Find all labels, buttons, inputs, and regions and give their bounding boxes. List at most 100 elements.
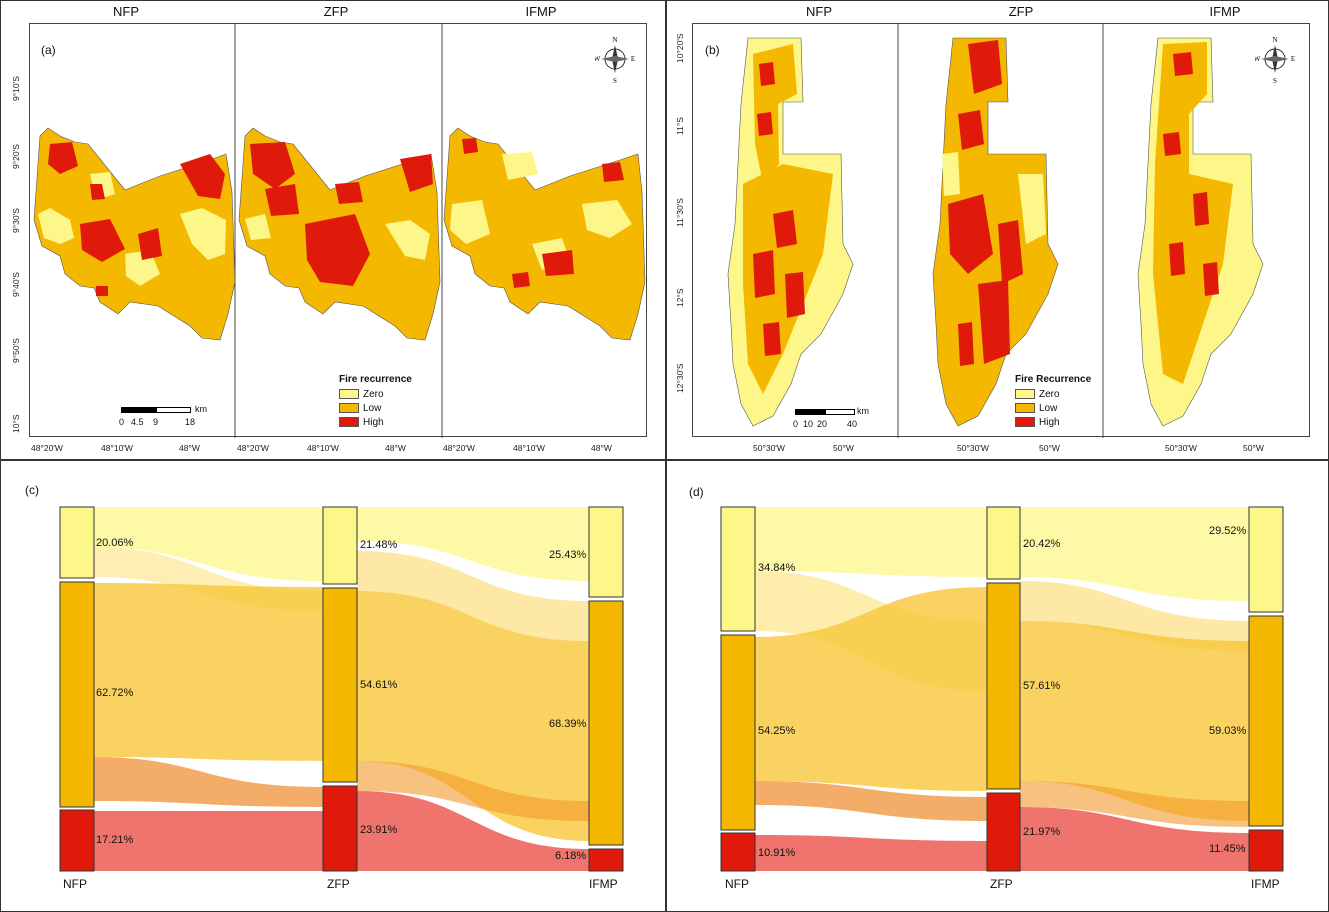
map-a-svg bbox=[33, 24, 646, 438]
sankey-c-ifmp-low: 68.39% bbox=[549, 718, 587, 730]
sankey-c-nfp-low: 62.72% bbox=[96, 687, 134, 699]
map-b-lat-tick: 12°30'S bbox=[675, 363, 685, 393]
scale-tick: 0 bbox=[119, 417, 125, 427]
map-a-lon-tick: 48°W bbox=[385, 443, 406, 453]
map-a-lon-tick: 48°10'W bbox=[513, 443, 545, 453]
legend-item-high: High bbox=[363, 416, 384, 428]
sankey-c-zfp-zero-node bbox=[322, 506, 358, 585]
compass-rose-icon: N S E W bbox=[1255, 36, 1295, 85]
sankey-d-nfp-high: 10.91% bbox=[758, 847, 796, 859]
sankey-c-nfp-low-node bbox=[59, 581, 95, 808]
compass-w: W bbox=[595, 55, 601, 63]
map-a-lon-tick: 48°20'W bbox=[443, 443, 475, 453]
scale-unit: km bbox=[195, 404, 207, 414]
sankey-c-node-ifmp: IFMP bbox=[589, 877, 618, 891]
map-b-title-nfp: NFP bbox=[806, 4, 832, 19]
sankey-d-nfp-high-node bbox=[720, 832, 756, 872]
sankey-d-node-ifmp: IFMP bbox=[1251, 877, 1280, 891]
map-b-nfp-region bbox=[727, 37, 854, 427]
map-b-panel-label: (b) bbox=[705, 43, 720, 57]
map-b-legend: Fire Recurrence Zero Low High bbox=[1015, 374, 1091, 429]
sankey-d-zfp-high: 21.97% bbox=[1023, 826, 1061, 838]
sankey-c-ifmp-zero-node bbox=[588, 506, 624, 598]
map-a-lon-tick: 48°10'W bbox=[307, 443, 339, 453]
sankey-c-nfp-high: 17.21% bbox=[96, 834, 134, 846]
sankey-c-zfp-zero: 21.48% bbox=[360, 539, 398, 551]
map-b-svg bbox=[727, 24, 1264, 438]
sankey-panel-c: (c) 20.06% 62.72% 17.21% 21.48% 54.61% 2… bbox=[0, 460, 666, 912]
map-a-ifmp-region bbox=[443, 127, 646, 341]
map-a-panel-label: (a) bbox=[41, 43, 56, 57]
map-a-lat-tick: 9°10'S bbox=[11, 76, 21, 101]
map-b-title-ifmp: IFMP bbox=[1209, 4, 1241, 19]
sankey-c-ifmp-high: 6.18% bbox=[555, 850, 587, 862]
map-a-nfp-region bbox=[33, 127, 236, 341]
sankey-d-node-nfp: NFP bbox=[725, 877, 749, 891]
sankey-c-nfp-zero-node bbox=[59, 506, 95, 579]
scale-tick: 40 bbox=[847, 419, 858, 429]
scale-tick: 0 bbox=[793, 419, 799, 429]
map-b-lon-tick: 50°30'W bbox=[957, 443, 989, 453]
map-b-lon-tick: 50°W bbox=[1243, 443, 1264, 453]
map-a-lon-tick: 48°10'W bbox=[101, 443, 133, 453]
map-a-frame bbox=[29, 23, 647, 438]
map-b-lon-tick: 50°W bbox=[833, 443, 854, 453]
sankey-c-nfp-high-node bbox=[59, 809, 95, 872]
compass-e: E bbox=[1291, 55, 1295, 63]
compass-w: W bbox=[1255, 55, 1261, 63]
compass-n: N bbox=[612, 36, 617, 44]
sankey-c-zfp-low-node bbox=[322, 587, 358, 783]
sankey-d-zfp-low-node bbox=[986, 582, 1021, 790]
map-a-legend: Fire recurrence Zero Low High bbox=[339, 374, 412, 429]
compass-e: E bbox=[631, 55, 635, 63]
sankey-d-nfp-low-node bbox=[720, 634, 756, 831]
sankey-d-panel-label: (d) bbox=[689, 485, 704, 499]
sankey-d-nfp-low: 54.25% bbox=[758, 725, 796, 737]
compass-s: S bbox=[613, 77, 617, 85]
map-a-lat-tick: 9°30'S bbox=[11, 208, 21, 233]
sankey-c-ifmp-high-node bbox=[588, 848, 624, 872]
sankey-d-zfp-high-node bbox=[986, 792, 1021, 872]
sankey-c-ifmp-low-node bbox=[588, 600, 624, 846]
map-b-lon-tick: 50°30'W bbox=[753, 443, 785, 453]
map-a-lat-tick: 9°50'S bbox=[11, 338, 21, 363]
map-a-title-zfp: ZFP bbox=[323, 4, 349, 19]
sankey-c-ifmp-zero: 25.43% bbox=[549, 549, 587, 561]
compass-rose-icon: N S E W bbox=[595, 36, 635, 85]
map-a-lat-tick: 9°20'S bbox=[11, 144, 21, 169]
map-b-lat-tick: 11°S bbox=[675, 117, 685, 135]
sankey-d-svg bbox=[720, 506, 1284, 872]
map-a-lon-tick: 48°20'W bbox=[237, 443, 269, 453]
sankey-d-zfp-low: 57.61% bbox=[1023, 680, 1061, 692]
map-a-lon-tick: 48°20'W bbox=[31, 443, 63, 453]
map-b-scale-bar: km 0 10 20 40 bbox=[787, 406, 897, 436]
map-a-lon-tick: 48°W bbox=[591, 443, 612, 453]
sankey-c-panel-label: (c) bbox=[25, 483, 39, 497]
map-b-title-zfp: ZFP bbox=[1008, 4, 1034, 19]
sankey-d-zfp-zero-node bbox=[986, 506, 1021, 580]
map-a-scale-bar: km 0 4.5 9 18 bbox=[111, 404, 221, 434]
map-a-title-nfp: NFP bbox=[113, 4, 139, 19]
legend-item-low: Low bbox=[363, 402, 382, 414]
sankey-d-zfp-zero: 20.42% bbox=[1023, 538, 1061, 550]
sankey-d-node-zfp: ZFP bbox=[990, 877, 1013, 891]
sankey-c-zfp-low: 54.61% bbox=[360, 679, 398, 691]
map-b-frame bbox=[692, 23, 1310, 438]
map-b-zfp-region bbox=[932, 37, 1059, 427]
sankey-d-ifmp-zero-node bbox=[1248, 506, 1284, 613]
legend-item-zero: Zero bbox=[363, 388, 384, 400]
sankey-d-ifmp-low-node bbox=[1248, 615, 1284, 827]
sankey-panel-d: (d) 34.84% 54.25% 10.91% 20.42% 57.61% 2… bbox=[666, 460, 1329, 912]
legend-item-zero: Zero bbox=[1039, 388, 1060, 400]
sankey-d-nfp-zero: 34.84% bbox=[758, 562, 796, 574]
map-b-lat-tick: 10°20'S bbox=[675, 33, 685, 63]
sankey-c-nfp-zero: 20.06% bbox=[96, 537, 134, 549]
map-b-lon-tick: 50°W bbox=[1039, 443, 1060, 453]
map-b-lat-tick: 12°S bbox=[675, 288, 685, 307]
sankey-d-ifmp-low: 59.03% bbox=[1209, 725, 1247, 737]
map-b-lon-tick: 50°30'W bbox=[1165, 443, 1197, 453]
scale-tick: 18 bbox=[185, 417, 196, 427]
map-b-ifmp-region bbox=[1137, 37, 1264, 427]
compass-n: N bbox=[1272, 36, 1277, 44]
sankey-d-ifmp-high: 11.45% bbox=[1209, 843, 1246, 855]
